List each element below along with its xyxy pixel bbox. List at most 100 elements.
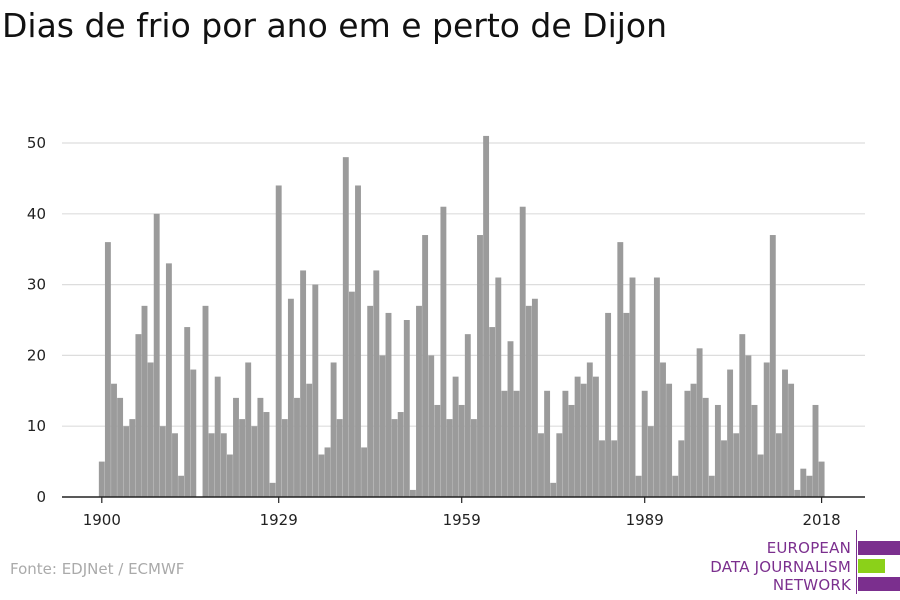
bar-2018 (818, 461, 825, 497)
bar-2016 (806, 475, 813, 497)
bar-1973 (544, 390, 551, 497)
bar-1988 (635, 475, 642, 497)
bar-1983 (605, 312, 612, 497)
edjnet-logo[interactable]: EUROPEAN DATA JOURNALISM NETWORK (700, 530, 900, 594)
bar-1958 (452, 376, 459, 497)
bar-1900 (98, 461, 105, 497)
bar-2005 (739, 334, 746, 497)
bar-1968 (513, 390, 520, 497)
bar-1964 (489, 327, 496, 497)
bar-1982 (599, 440, 605, 497)
bar-1933 (300, 270, 307, 497)
logo-line-3: NETWORK (772, 576, 851, 594)
y-tick-label: 0 (36, 488, 46, 506)
y-tick-label: 30 (27, 276, 46, 294)
bar-1925 (251, 426, 258, 497)
bar-2012 (782, 369, 788, 497)
logo-bar-purple-bottom (858, 577, 900, 591)
bar-1978 (574, 376, 581, 497)
bar-1910 (159, 426, 166, 497)
bar-1918 (208, 433, 215, 497)
bar-1994 (672, 475, 679, 497)
x-tick-label: 1959 (443, 511, 481, 529)
bar-1974 (550, 482, 557, 497)
bar-1939 (336, 419, 343, 497)
bar-1989 (641, 390, 648, 497)
logo-divider (856, 530, 857, 594)
bar-2010 (769, 235, 776, 498)
logo-bar-purple-top (858, 541, 900, 555)
bar-2004 (733, 433, 740, 497)
bar-1905 (129, 419, 136, 497)
bar-1987 (629, 277, 636, 497)
bar-1949 (397, 412, 404, 497)
bar-1955 (434, 404, 441, 497)
bar-1991 (653, 277, 660, 497)
bar-1996 (684, 390, 691, 497)
y-tick-label: 20 (27, 346, 46, 364)
bar-1923 (239, 419, 246, 497)
bar-1903 (117, 397, 124, 497)
bar-1997 (690, 383, 697, 497)
bar-1915 (190, 369, 197, 497)
bar-2007 (751, 404, 758, 497)
bar-1930 (281, 419, 288, 497)
logo-text: EUROPEAN DATA JOURNALISM NETWORK (710, 539, 851, 595)
bar-1945 (373, 270, 380, 497)
bar-1986 (623, 312, 630, 497)
bar-1940 (342, 157, 349, 497)
bar-1953 (422, 235, 429, 498)
bar-1970 (525, 305, 532, 497)
bar-1985 (617, 242, 624, 497)
bar-1935 (312, 284, 319, 497)
logo-line-2: DATA JOURNALISM (710, 557, 851, 576)
bar-1980 (586, 362, 593, 497)
bar-1911 (165, 263, 172, 497)
bar-1921 (226, 454, 233, 497)
bar-1972 (538, 433, 544, 497)
bar-1992 (660, 362, 666, 497)
x-tick-label: 2018 (803, 511, 841, 529)
bar-1963 (483, 135, 490, 498)
bar-1906 (135, 334, 142, 497)
bar-1908 (147, 362, 154, 497)
bar-1947 (385, 312, 392, 497)
bar-1976 (562, 390, 569, 497)
bar-1902 (111, 383, 117, 497)
chart-title: Dias de frio por ano em e perto de Dijon (2, 6, 668, 45)
bar-1920 (220, 433, 227, 497)
bar-1956 (440, 206, 447, 497)
bar-1954 (428, 355, 435, 497)
bar-1998 (696, 348, 703, 497)
bar-1909 (153, 213, 160, 498)
bar-2009 (763, 362, 770, 497)
bar-1938 (330, 362, 337, 497)
bar-1943 (361, 447, 368, 497)
bar-1971 (531, 298, 538, 497)
bar-1904 (123, 426, 130, 497)
bar-1931 (287, 298, 294, 497)
bar-1917 (202, 305, 209, 497)
bar-1944 (367, 305, 374, 497)
bar-2011 (775, 433, 782, 497)
bar-1934 (306, 383, 313, 497)
bar-2001 (714, 404, 721, 497)
x-tick-label: 1900 (83, 511, 121, 529)
logo-bar-green (858, 559, 885, 573)
bar-1929 (275, 185, 282, 498)
logo-line-1: EUROPEAN (766, 539, 851, 557)
bar-1950 (403, 320, 410, 497)
bar-1932 (294, 397, 300, 497)
bar-2006 (745, 355, 752, 497)
axes: 0 10 20 30 40 50 1900 1929 1959 1989 2018 (27, 134, 865, 529)
bar-2000 (708, 475, 715, 497)
bar-1942 (355, 185, 361, 498)
bar-1922 (233, 397, 239, 497)
bar-2002 (721, 440, 727, 497)
bar-1919 (214, 376, 221, 497)
x-tick-label: 1929 (260, 511, 298, 529)
bar-1979 (580, 383, 587, 497)
bar-1901 (104, 242, 111, 497)
bar-1946 (379, 355, 386, 497)
